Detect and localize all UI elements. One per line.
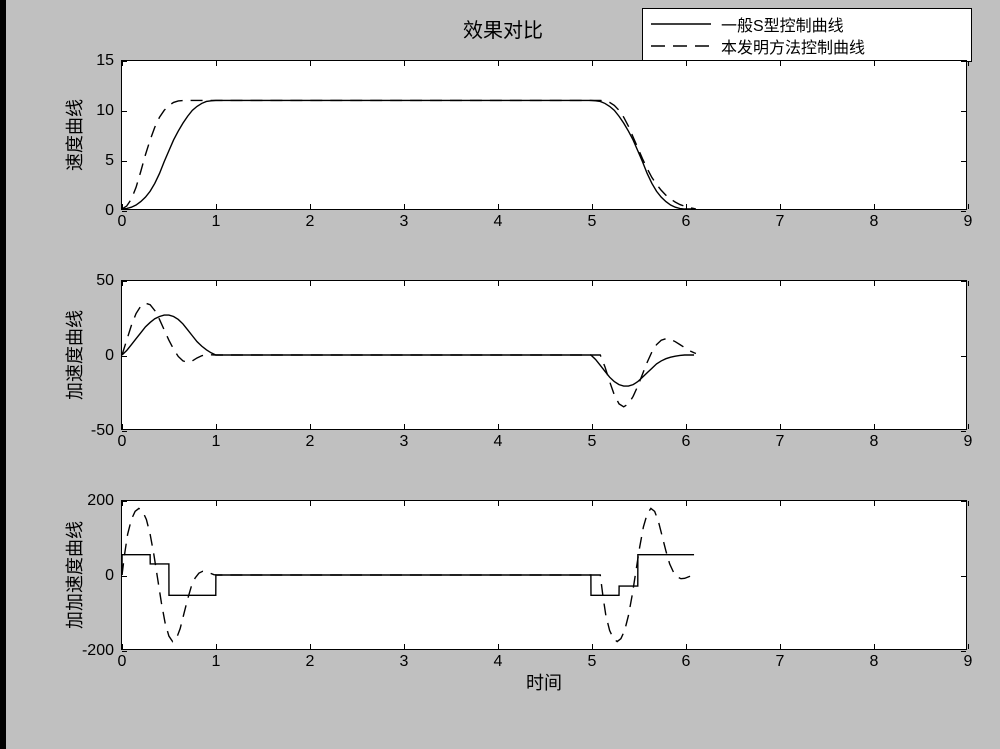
ylabel-acceleration: 加速度曲线 [61, 310, 87, 400]
legend-line-dashed-icon [651, 38, 711, 54]
xtick-label: 1 [212, 209, 221, 231]
xtick-label: 8 [870, 649, 879, 671]
legend-row: 一般S型控制曲线 [651, 13, 963, 35]
legend: 一般S型控制曲线 本发明方法控制曲线 [642, 8, 972, 62]
ytick-label: -200 [82, 642, 122, 660]
xtick-label: 6 [682, 649, 691, 671]
figure-title: 效果对比 [463, 14, 543, 43]
subplot-acceleration: 加速度曲线 -500500123456789 [121, 280, 967, 430]
xtick-label: 2 [306, 649, 315, 671]
subplot-jerk: 加加速度曲线 时间 -20002000123456789 [121, 500, 967, 650]
xtick-label: 8 [870, 429, 879, 451]
xtick-label: 3 [400, 209, 409, 231]
legend-label: 本发明方法控制曲线 [721, 34, 865, 58]
xtick-label: 4 [494, 209, 503, 231]
xtick-label: 5 [588, 429, 597, 451]
xtick-label: 4 [494, 649, 503, 671]
plot-area-acceleration [122, 281, 966, 429]
xtick-label: 8 [870, 209, 879, 231]
plot-area-jerk [122, 501, 966, 649]
xtick-label: 2 [306, 429, 315, 451]
ytick-label: 0 [105, 347, 122, 365]
ytick-label: 5 [105, 152, 122, 170]
ylabel-jerk: 加加速度曲线 [61, 521, 87, 629]
ylabel-velocity: 速度曲线 [61, 99, 87, 171]
xtick-label: 3 [400, 649, 409, 671]
xtick-label: 6 [682, 429, 691, 451]
figure-container: 效果对比 一般S型控制曲线 本发明方法控制曲线 速度曲线 05101501234… [0, 0, 1000, 749]
series-solid [122, 100, 694, 209]
xtick-label: 9 [964, 649, 973, 671]
ytick-label: 10 [96, 102, 122, 120]
xtick-label: 5 [588, 209, 597, 231]
xtick-label: 4 [494, 429, 503, 451]
xtick-label: 9 [964, 429, 973, 451]
xlabel: 时间 [526, 669, 562, 695]
xtick-label: 1 [212, 649, 221, 671]
legend-line-solid-icon [651, 16, 711, 32]
xtick-label: 0 [118, 209, 127, 231]
xtick-label: 7 [776, 209, 785, 231]
xtick-label: 9 [964, 209, 973, 231]
ytick-label: 50 [96, 272, 122, 290]
xtick-label: 2 [306, 209, 315, 231]
xtick-label: 6 [682, 209, 691, 231]
xtick-label: 0 [118, 649, 127, 671]
xtick-label: 7 [776, 649, 785, 671]
series-solid [122, 555, 694, 596]
xtick-label: 0 [118, 429, 127, 451]
xtick-label: 3 [400, 429, 409, 451]
ytick-label: 15 [96, 52, 122, 70]
xtick-label: 1 [212, 429, 221, 451]
ytick-label: 0 [105, 567, 122, 585]
legend-row: 本发明方法控制曲线 [651, 35, 963, 57]
series-solid [122, 315, 694, 386]
series-dashed [122, 100, 696, 209]
xtick-label: 7 [776, 429, 785, 451]
xtick-label: 5 [588, 649, 597, 671]
legend-label: 一般S型控制曲线 [721, 12, 844, 36]
subplot-velocity: 速度曲线 0510150123456789 [121, 60, 967, 210]
ytick-label: 200 [87, 492, 122, 510]
plot-area-velocity [122, 61, 966, 209]
